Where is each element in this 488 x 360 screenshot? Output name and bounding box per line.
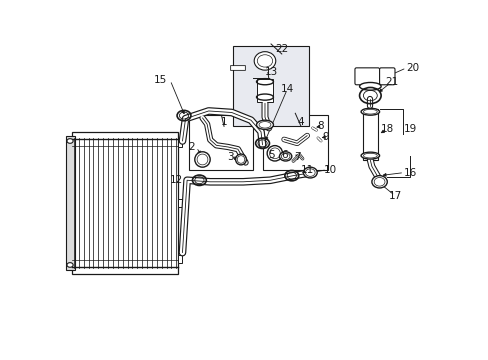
FancyBboxPatch shape bbox=[379, 68, 394, 85]
Text: 5: 5 bbox=[268, 150, 275, 160]
Bar bbox=[178, 199, 182, 207]
Text: 1: 1 bbox=[220, 117, 227, 127]
Text: 8: 8 bbox=[316, 121, 323, 131]
Text: 3: 3 bbox=[226, 152, 233, 162]
Bar bbox=[257, 78, 272, 102]
Text: 21: 21 bbox=[385, 77, 398, 87]
Ellipse shape bbox=[371, 176, 386, 188]
FancyBboxPatch shape bbox=[354, 68, 379, 85]
Text: 11: 11 bbox=[300, 165, 313, 175]
Bar bbox=[72, 132, 178, 274]
Bar bbox=[66, 136, 75, 270]
Text: 16: 16 bbox=[403, 167, 416, 177]
Text: 18: 18 bbox=[380, 125, 393, 134]
Bar bbox=[178, 139, 182, 147]
Text: 22: 22 bbox=[275, 44, 288, 54]
Text: 12: 12 bbox=[169, 175, 183, 185]
Ellipse shape bbox=[359, 82, 380, 90]
Text: 20: 20 bbox=[406, 63, 418, 73]
Ellipse shape bbox=[235, 154, 246, 165]
Text: 10: 10 bbox=[323, 165, 336, 175]
Text: 2: 2 bbox=[188, 142, 195, 152]
Ellipse shape bbox=[254, 52, 275, 70]
Bar bbox=[189, 115, 252, 170]
Text: 9: 9 bbox=[322, 132, 328, 142]
Text: 6: 6 bbox=[280, 150, 287, 160]
Ellipse shape bbox=[67, 263, 73, 267]
Ellipse shape bbox=[279, 152, 291, 161]
Ellipse shape bbox=[360, 152, 379, 159]
Text: 13: 13 bbox=[264, 67, 278, 77]
Text: 7: 7 bbox=[293, 152, 300, 162]
Ellipse shape bbox=[256, 120, 273, 130]
Text: 14: 14 bbox=[280, 84, 293, 94]
Ellipse shape bbox=[360, 108, 379, 115]
Ellipse shape bbox=[266, 145, 282, 161]
Bar bbox=[262, 115, 327, 170]
Bar bbox=[362, 109, 377, 160]
Text: 4: 4 bbox=[297, 117, 304, 127]
Bar bbox=[178, 255, 182, 263]
Ellipse shape bbox=[303, 167, 317, 178]
Text: 17: 17 bbox=[387, 191, 401, 201]
Bar bbox=[233, 45, 308, 126]
Text: 15: 15 bbox=[154, 75, 167, 85]
Ellipse shape bbox=[67, 139, 73, 143]
Ellipse shape bbox=[194, 152, 210, 167]
Text: 19: 19 bbox=[403, 125, 416, 134]
